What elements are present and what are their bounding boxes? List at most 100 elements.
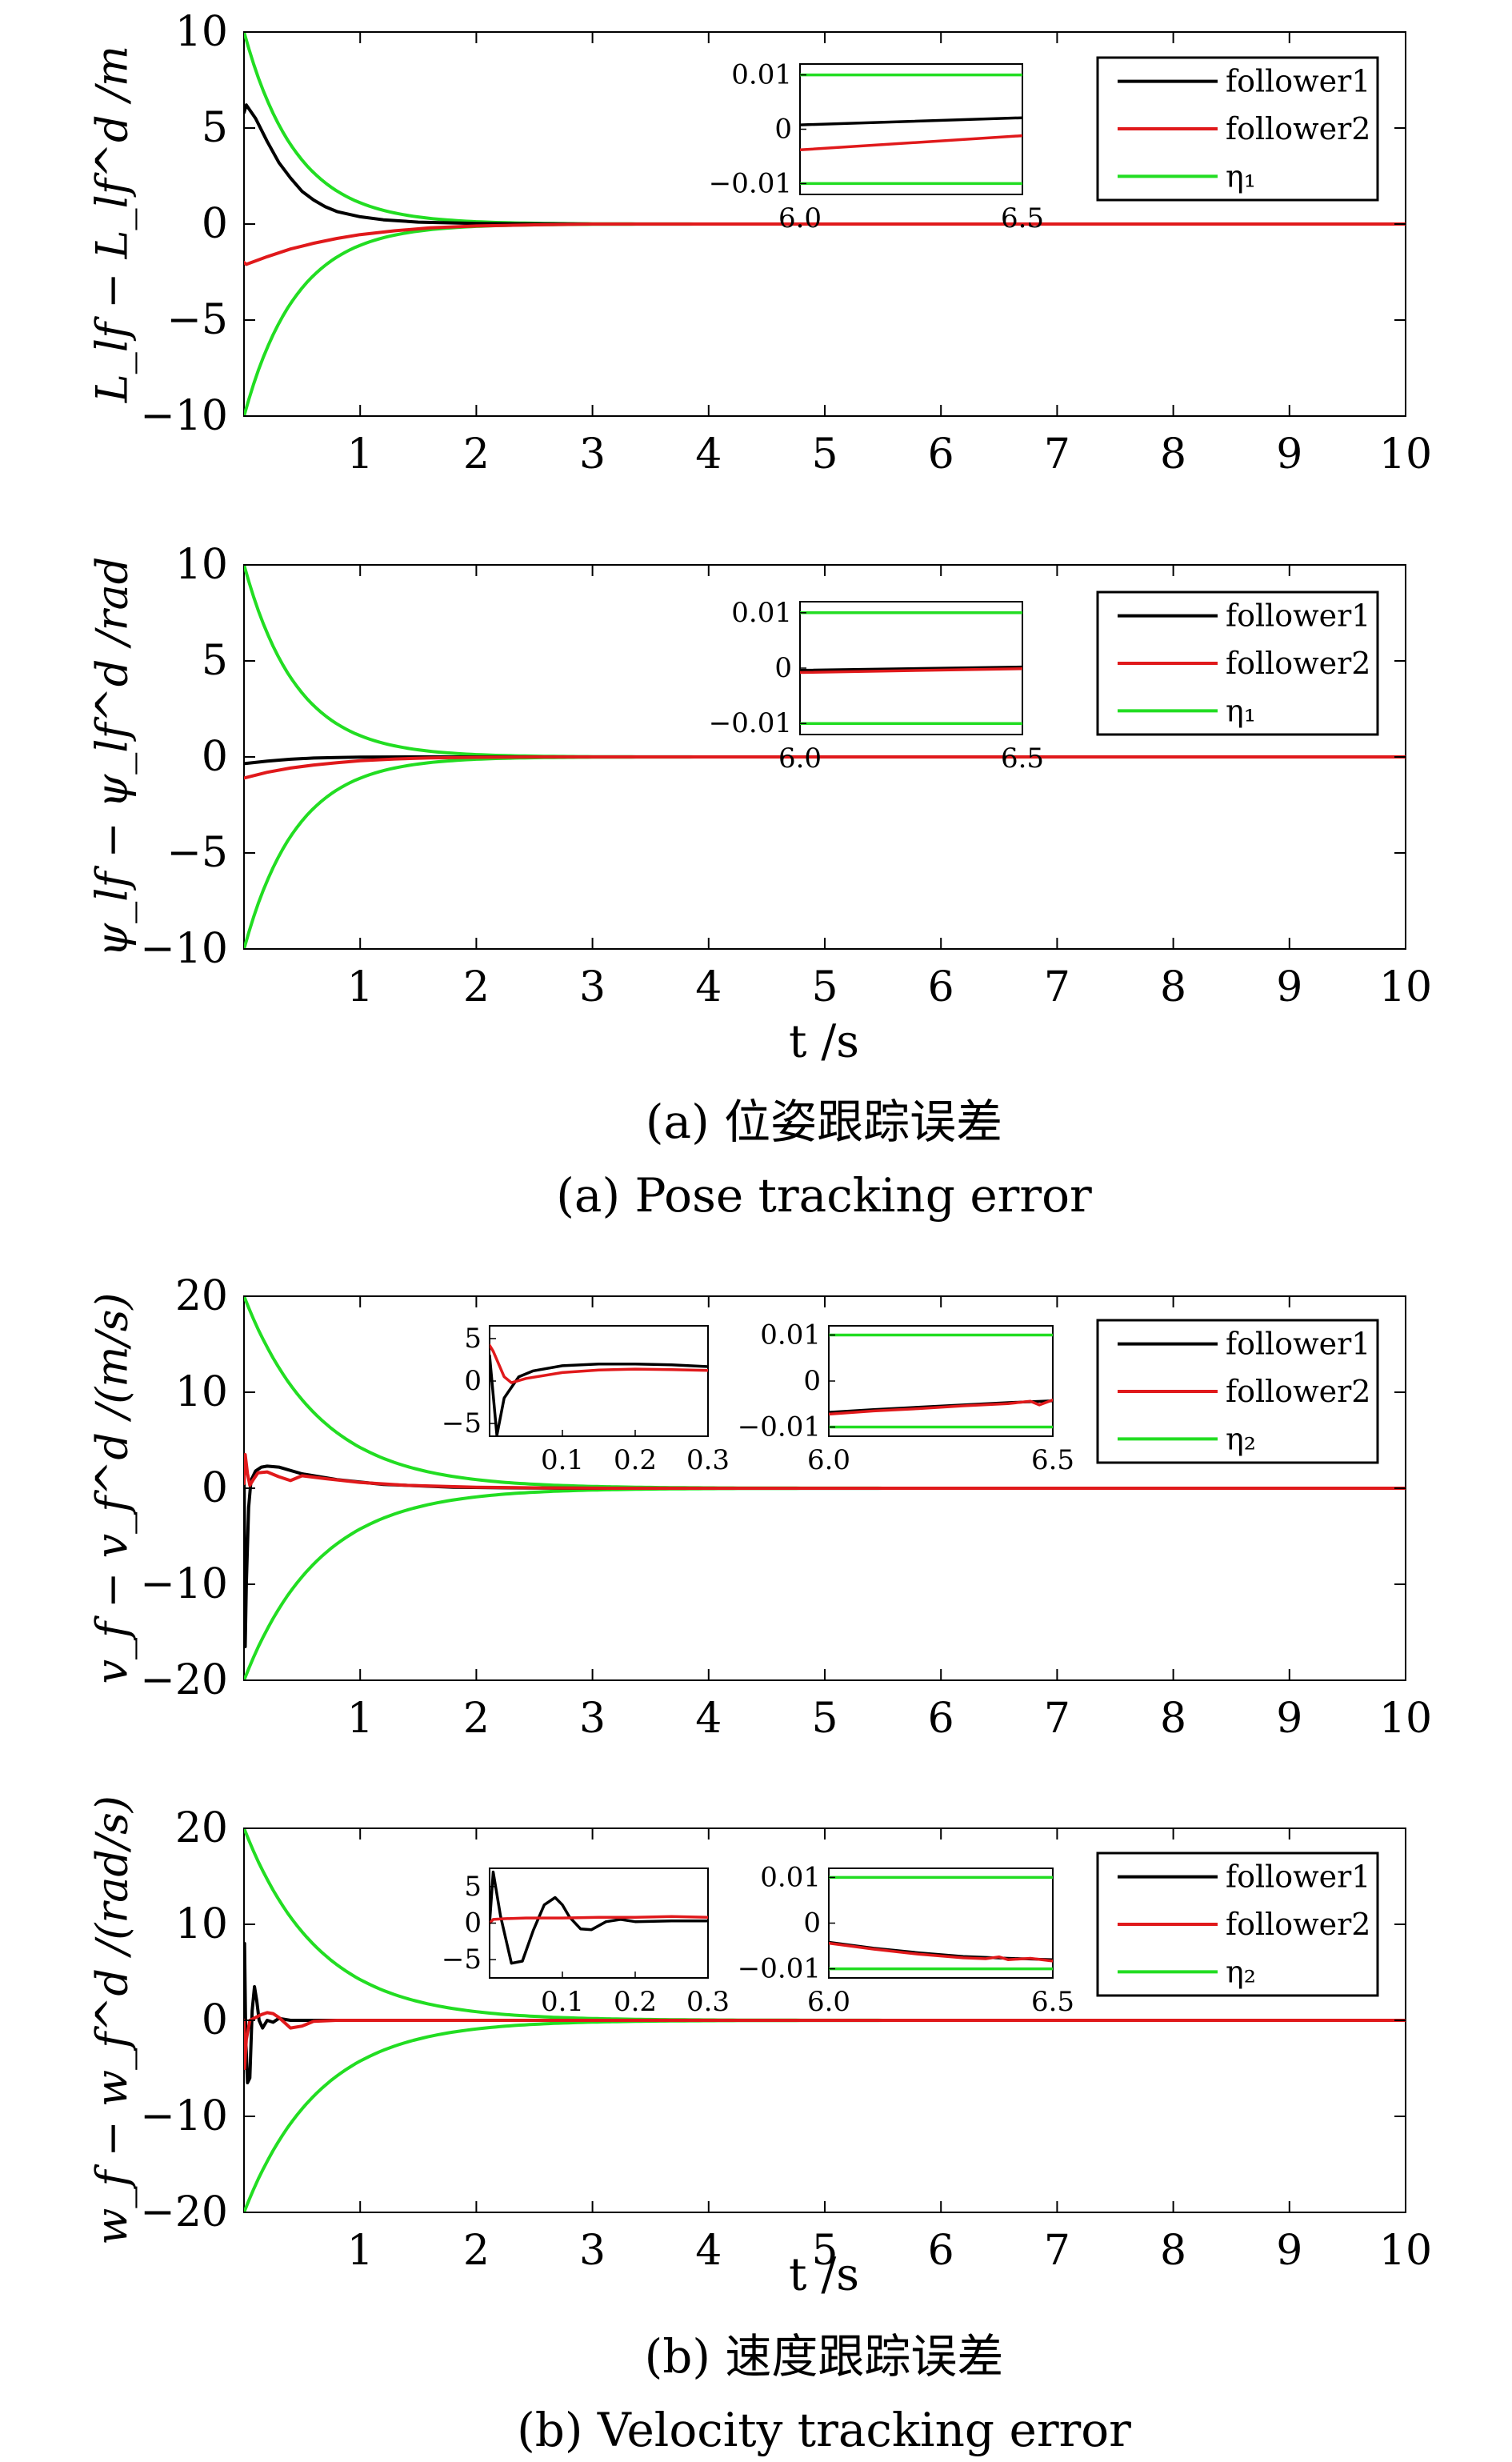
chart-panel-4: 20 10 0 −10 −20 1 2 3 4 5 6 7 8 9 10 w_f − w_f^d /(rad/… [87, 1795, 1433, 2275]
x-tick-label: 2 [463, 2227, 490, 2275]
inset-series [490, 1870, 708, 1965]
inset-frame [489, 1868, 709, 1979]
inset-y-tick-label: −5 [442, 1944, 482, 1976]
x-tick-label: 1 [347, 2227, 374, 2275]
inset-x-tick-label: 0.2 [614, 1986, 657, 2018]
inset-x-tick-label: 0.1 [541, 1986, 584, 2018]
series-line-follower2 [244, 755, 1406, 780]
x-tick-label: 4 [695, 2227, 722, 2275]
inset-y-tick-label: 0 [774, 652, 792, 684]
inset-1: 0.01 0 −0.01 6.0 6.5 [709, 597, 1044, 775]
inset-x-tick-label: 6.0 [778, 202, 822, 234]
chart-panel-1: 10 5 0 −5 −10 1 2 3 4 5 6 7 8 9 10 L_lf − L_lf^d /m 0.01… [87, 8, 1433, 478]
series-group [244, 1828, 1406, 2212]
x-tick-label: 7 [1044, 963, 1070, 1011]
y-axis-label: L_lf − L_lf^d /m [87, 46, 138, 403]
legend-label: follower2 [1226, 1374, 1370, 1409]
y-tick-label: 20 [175, 1272, 228, 1320]
x-tick-label: 4 [695, 963, 722, 1011]
x-tick-label: 7 [1044, 1695, 1070, 1743]
inset-x-tick-label: 6.5 [1031, 1444, 1074, 1476]
y-tick-label: 10 [175, 8, 228, 56]
x-tick-label: 3 [579, 1695, 606, 1743]
x-tick-label: 5 [811, 963, 838, 1011]
inset-series [490, 1343, 708, 1436]
inset-line-follower2 [829, 1941, 1053, 1963]
y-tick-label: −5 [166, 829, 228, 877]
inset-y-tick-label: −5 [442, 1407, 482, 1439]
inset-line-follower2 [490, 1343, 708, 1384]
x-tick-label: 9 [1276, 2227, 1302, 2275]
inset-2: 0.01 0 −0.016.0 6.5 [738, 1861, 1074, 2018]
y-tick-label: 5 [202, 104, 228, 152]
x-tick-label: 10 [1379, 963, 1432, 1011]
x-tick-label: 8 [1160, 2227, 1186, 2275]
inset-y-tick-label: 0.01 [731, 59, 792, 91]
x-tick-label: 3 [579, 2227, 606, 2275]
x-tick-label: 6 [928, 963, 954, 1011]
series-line-follower2 [244, 222, 1406, 266]
x-tick-label: 8 [1160, 430, 1186, 478]
x-tick-label: 7 [1044, 430, 1070, 478]
series-line-follower1 [244, 103, 1406, 226]
caption-b-en: (b) Velocity tracking error [517, 2403, 1131, 2457]
inset-frame [799, 63, 1023, 195]
legend-label: η₂ [1226, 1954, 1256, 1989]
y-tick-label: −10 [140, 925, 228, 973]
inset-line-follower2 [800, 667, 1022, 675]
inset-line-follower1 [490, 1870, 708, 1965]
x-axis-label-b: t /s [789, 2249, 859, 2301]
inset-y-tick-label: 0 [803, 1365, 821, 1397]
x-tick-label: 10 [1379, 1695, 1432, 1743]
series-group [244, 1296, 1406, 1680]
inset-y-tick-label: 5 [464, 1871, 482, 1903]
x-tick-label: 9 [1276, 1695, 1302, 1743]
inset-y-tick-label: 0 [774, 114, 792, 146]
y-tick-label: −20 [140, 1656, 228, 1704]
legend: follower1 follower2 η₂ [1096, 1319, 1379, 1464]
inset-line-follower2 [800, 134, 1022, 152]
y-tick-label: −10 [140, 2092, 228, 2140]
x-tick-label: 3 [579, 963, 606, 1011]
x-tick-label: 1 [347, 1695, 374, 1743]
inset-y-tick-label: 0.01 [760, 1319, 821, 1351]
x-tick-label: 9 [1276, 963, 1302, 1011]
inset-x-tick-label: 6.0 [807, 1986, 850, 2018]
inset-y-tick-label: −0.01 [738, 1411, 821, 1443]
x-tick-label: 7 [1044, 2227, 1070, 2275]
legend-label: follower2 [1226, 111, 1370, 146]
y-axis-label: w_f − w_f^d /(rad/s) [87, 1795, 138, 2245]
legend-label: follower1 [1226, 598, 1370, 634]
x-tick-label: 2 [463, 1695, 490, 1743]
inset-y-tick-label: −0.01 [709, 707, 792, 739]
y-tick-label: −20 [140, 2188, 228, 2236]
y-tick-label: 5 [202, 637, 228, 685]
inset-line-follower1 [800, 665, 1022, 672]
y-tick-label: 20 [175, 1804, 228, 1852]
chart-panel-2: 10 5 0 −5 −10 1 2 3 4 5 6 7 8 9 10 ψ_lf − ψ_lf^d /rad 0.… [87, 541, 1433, 1011]
x-tick-label: 5 [811, 2227, 838, 2275]
inset-x-tick-label: 6.5 [1001, 743, 1044, 775]
legend: follower1 follower2 η₂ [1096, 1852, 1379, 1997]
x-tick-label: 4 [695, 1695, 722, 1743]
x-tick-label: 6 [928, 2227, 954, 2275]
inset-y-tick-label: −0.01 [709, 167, 792, 199]
y-axis-label: ψ_lf − ψ_lf^d /rad [87, 557, 138, 958]
inset-y-tick-label: 0 [464, 1365, 482, 1397]
inset-1: 5 0 −5 0.1 0.2 0.3 [442, 1323, 730, 1476]
caption-a-en: (a) Pose tracking error [556, 1168, 1092, 1223]
x-tick-label: 1 [347, 963, 374, 1011]
series-line-follower2 [244, 1453, 1406, 1490]
legend: follower1 follower2 η₁ [1096, 56, 1379, 202]
inset-y-tick-label: 0.01 [760, 1861, 821, 1893]
y-tick-label: −5 [166, 296, 228, 344]
inset-y-tick-label: −0.01 [738, 1953, 821, 1985]
inset-line-follower2 [829, 1398, 1053, 1416]
legend-label: η₂ [1226, 1421, 1256, 1456]
inset-series [800, 73, 1022, 186]
inset-x-tick-label: 0.1 [541, 1444, 584, 1476]
x-tick-label: 8 [1160, 1695, 1186, 1743]
x-tick-label: 5 [811, 430, 838, 478]
caption-b-cn: (b) 速度跟踪误差 [645, 2329, 1004, 2384]
